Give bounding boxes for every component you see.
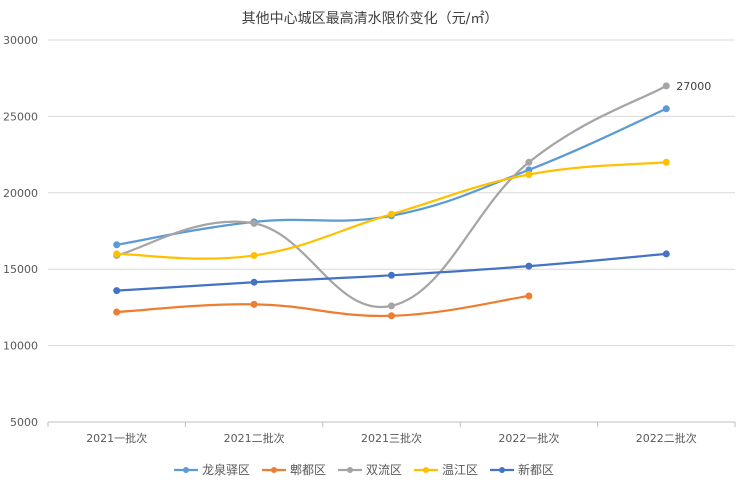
y-tick-label: 25000 [3,110,38,123]
x-tick-label: 2021三批次 [361,431,422,445]
legend-marker [271,467,277,473]
legend-item: 新都区 [490,462,554,477]
data-point [113,241,121,249]
legend-item: 温江区 [414,463,478,477]
legend-item: 双流区 [338,463,402,477]
series-line [115,294,531,318]
y-tick-label: 30000 [3,34,38,47]
data-label: 27000 [676,80,711,93]
y-tick-label: 5000 [10,416,38,429]
legend-marker [499,467,505,473]
legend-label: 新都区 [518,462,554,477]
y-axis: 5000 10000 15000 20000 25000 30000 [3,34,38,429]
legend-label: 双流区 [366,463,402,477]
series-line [115,107,668,246]
legend-item: 郫都区 [262,462,326,477]
x-tick-label: 2022二批次 [636,431,697,445]
x-axis: 2021一批次 2021二批次 2021三批次 2022一批次 2022二批次 [47,421,736,445]
data-point [525,292,533,300]
data-point [113,287,121,295]
data-point [525,262,533,270]
data-point [113,250,121,258]
x-tick-label: 2021二批次 [224,431,285,445]
data-point [250,251,258,259]
x-tick-label: 2021一批次 [86,431,147,445]
data-point [250,300,258,308]
legend-marker [183,467,189,473]
legend-item: 龙泉驿区 [174,463,250,477]
data-point [662,105,670,113]
series-4 [113,158,670,260]
gridlines [48,39,735,347]
legend-label: 龙泉驿区 [202,463,250,477]
data-point [525,158,533,166]
y-tick-label: 15000 [3,263,38,276]
data-point [250,278,258,286]
legend-marker [423,467,429,473]
data-point [662,82,670,90]
y-tick-label: 20000 [3,187,38,200]
data-point [388,210,395,218]
data-point [662,250,670,258]
series-2 [113,292,533,320]
x-tick-label: 2022一批次 [498,431,559,445]
data-labels: 27000 [676,80,711,93]
data-point [388,312,395,320]
series-line [115,161,668,260]
y-tick-label: 10000 [3,340,38,353]
legend-marker [347,467,353,473]
data-point [525,170,533,178]
legend-label: 郫都区 [290,462,326,477]
chart-title: 其他中心城区最高清水限价变化（元/㎡） [242,10,499,27]
data-point [250,219,258,227]
data-point [388,271,395,279]
data-point [113,308,121,316]
data-point [662,158,670,166]
legend: 龙泉驿区 郫都区 双流区 温江区 新都区 [174,462,554,477]
series-5 [113,250,670,295]
series-layer [113,82,670,320]
legend-label: 温江区 [442,463,478,477]
data-point [388,302,395,310]
